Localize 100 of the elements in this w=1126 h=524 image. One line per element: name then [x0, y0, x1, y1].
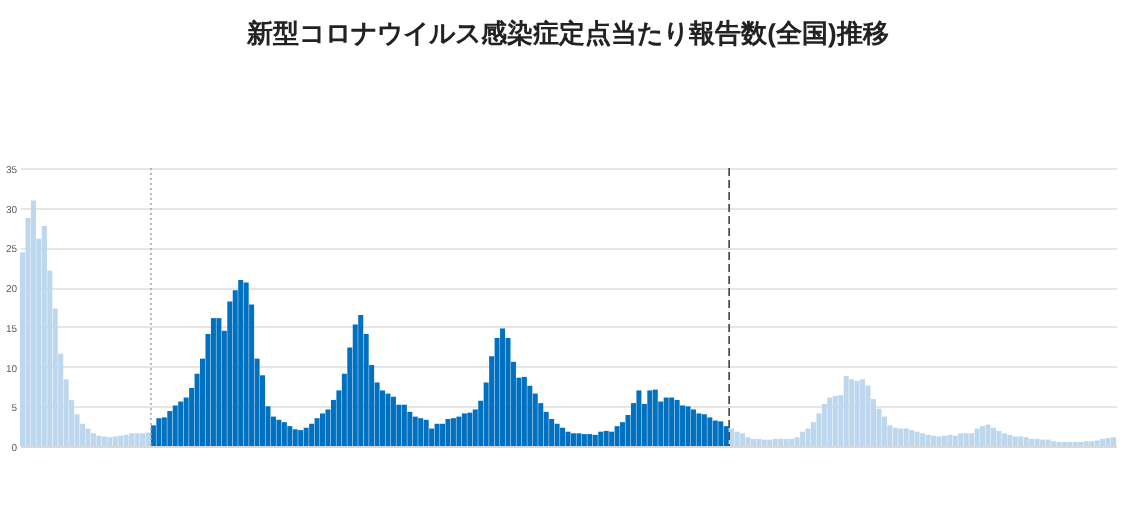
bar: [396, 404, 402, 446]
bar: [134, 433, 140, 446]
bar: [532, 393, 538, 446]
bar: [636, 390, 642, 446]
bar: [412, 416, 418, 446]
bar: [358, 314, 364, 446]
bar: [472, 409, 478, 446]
bar: [941, 435, 947, 446]
bar: [860, 379, 866, 446]
bar: [909, 430, 915, 446]
bar: [500, 328, 506, 446]
bar: [243, 282, 249, 446]
bar: [123, 434, 129, 446]
bar: [161, 417, 167, 446]
bar: [576, 433, 582, 446]
bar: [701, 414, 707, 446]
bar: [554, 423, 560, 446]
bar: [963, 433, 969, 446]
bar: [216, 318, 222, 446]
chart-title: 新型コロナウイルス感染症定点当たり報告数(全国)推移: [245, 18, 889, 48]
bar: [303, 427, 309, 446]
bar: [145, 432, 151, 446]
bar: [652, 389, 658, 446]
bar: [172, 405, 178, 446]
bar: [118, 435, 124, 446]
bar: [112, 436, 118, 446]
bar: [281, 422, 287, 446]
bar: [756, 438, 762, 446]
bar: [663, 397, 669, 446]
bar: [598, 431, 604, 446]
bar: [647, 390, 653, 446]
bar: [772, 438, 778, 446]
bar: [745, 437, 751, 446]
bar: [287, 426, 293, 446]
bar: [974, 428, 980, 446]
bar: [423, 419, 429, 446]
bar: [101, 436, 107, 446]
bar: [1001, 433, 1007, 446]
bar: [401, 404, 407, 446]
bar: [30, 200, 36, 446]
bar: [843, 376, 849, 446]
bar: [167, 411, 173, 446]
bar: [565, 431, 571, 446]
bar: [969, 433, 975, 446]
bar: [674, 399, 680, 446]
bar: [832, 395, 838, 446]
bar: [440, 423, 446, 446]
bar: [620, 422, 626, 446]
bar: [958, 433, 964, 446]
bar: [456, 416, 462, 446]
bar: [429, 428, 435, 446]
bar: [800, 431, 806, 446]
bar: [778, 438, 784, 446]
bar: [1023, 437, 1029, 446]
bar: [450, 418, 456, 446]
bar: [805, 428, 811, 446]
bar: [827, 397, 833, 446]
bar: [1105, 438, 1111, 446]
bar: [107, 437, 113, 446]
bar: [298, 430, 304, 446]
bar: [418, 418, 424, 446]
bar: [129, 433, 135, 446]
bar: [238, 279, 244, 446]
bar: [1012, 436, 1018, 446]
bar: [609, 431, 615, 446]
bar: [314, 418, 320, 446]
bar: [947, 434, 953, 446]
bar: [821, 403, 827, 446]
bar: [309, 423, 315, 446]
bar: [434, 423, 440, 446]
bar: [696, 413, 702, 446]
bar: [854, 380, 860, 446]
bar: [543, 411, 549, 446]
bar: [1029, 438, 1035, 446]
bar: [521, 376, 527, 446]
bar: [292, 429, 298, 446]
bar: [865, 385, 871, 446]
bar: [156, 418, 162, 446]
bar: [570, 433, 576, 446]
bar: [603, 430, 609, 446]
bar: [210, 318, 216, 446]
bar: [90, 433, 96, 446]
bar: [150, 425, 156, 446]
bar: [1040, 439, 1046, 446]
bar: [892, 427, 898, 446]
bar: [581, 434, 587, 446]
bar: [1018, 436, 1024, 446]
bar: [680, 405, 686, 446]
bar: [85, 428, 91, 446]
bar: [767, 439, 773, 446]
bar: [1045, 439, 1051, 446]
bar: [685, 406, 691, 446]
bar: [690, 409, 696, 446]
bar: [1094, 440, 1100, 446]
bar: [1034, 438, 1040, 446]
bar: [1110, 437, 1116, 446]
bar: [783, 438, 789, 446]
bar: [614, 426, 620, 446]
bar: [707, 417, 713, 446]
bar: [914, 431, 920, 446]
